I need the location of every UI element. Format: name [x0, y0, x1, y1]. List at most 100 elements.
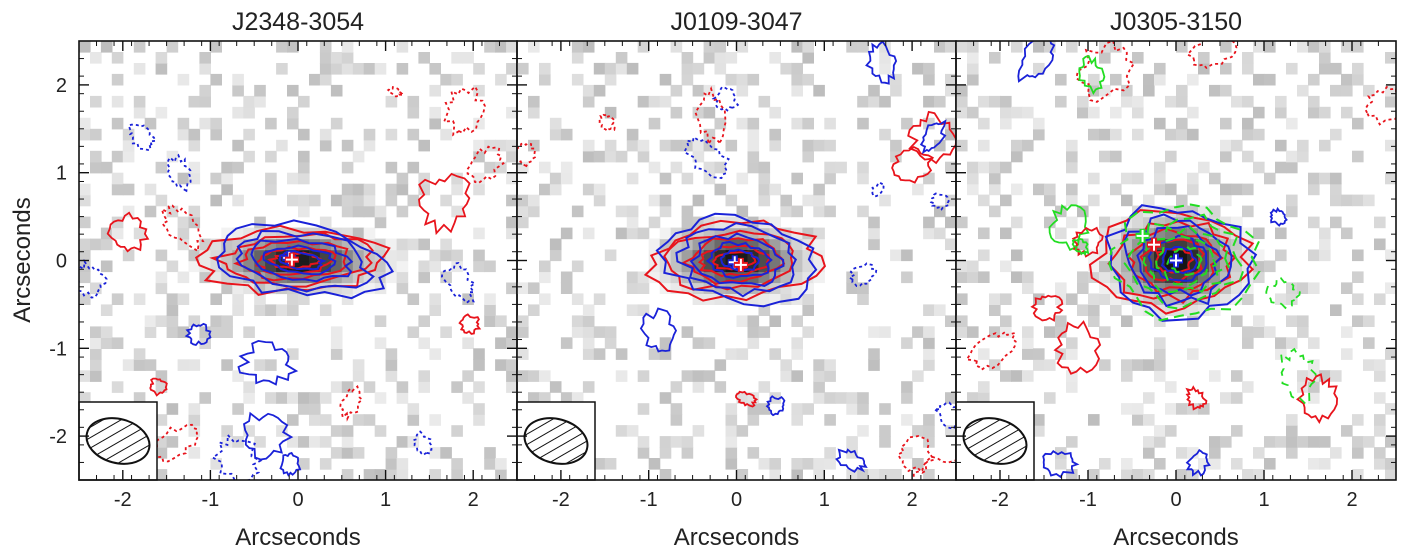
noise-pixel: [199, 260, 211, 273]
noise-pixel: [747, 128, 760, 141]
noise-pixel: [407, 238, 420, 251]
noise-pixel: [1044, 194, 1056, 207]
noise-pixel: [1088, 304, 1100, 316]
noise-pixel: [473, 150, 485, 163]
noise-pixel: [1242, 326, 1254, 338]
noise-pixel: [813, 271, 825, 284]
noise-pixel: [956, 95, 968, 108]
noise-pixel: [648, 348, 661, 360]
contour-line: [216, 219, 395, 300]
noise-pixel: [824, 414, 836, 426]
noise-pixel: [232, 73, 244, 86]
noise-pixel: [232, 227, 244, 240]
noise-pixel: [1374, 447, 1386, 459]
noise-pixel: [1385, 348, 1396, 360]
y-tick-label: 2: [56, 75, 67, 97]
noise-pixel: [418, 337, 430, 349]
noise-pixel: [758, 183, 771, 196]
noise-pixel: [330, 117, 343, 130]
noise-pixel: [758, 161, 771, 174]
noise-pixel: [1187, 271, 1199, 283]
noise-pixel: [1286, 315, 1298, 327]
noise-pixel: [813, 227, 825, 240]
noise-pixel: [232, 304, 244, 316]
noise-pixel: [1352, 315, 1364, 327]
noise-pixel: [1132, 128, 1144, 141]
noise-pixel: [407, 436, 420, 448]
noise-pixel: [615, 205, 628, 218]
noise-pixel: [846, 403, 858, 415]
noise-pixel: [1209, 436, 1221, 448]
noise-pixel: [495, 161, 507, 174]
noise-pixel: [923, 95, 935, 108]
noise-pixel: [659, 348, 672, 360]
noise-pixel: [319, 260, 332, 273]
noise-pixel: [298, 205, 310, 218]
noise-contour: [1042, 450, 1080, 479]
noise-contour: [160, 204, 205, 253]
noise-pixel: [319, 392, 332, 404]
noise-pixel: [956, 139, 968, 152]
noise-pixel: [725, 414, 738, 426]
noise-pixel: [1385, 95, 1396, 108]
noise-pixel: [615, 227, 628, 240]
noise-pixel: [703, 52, 716, 64]
noise-pixel: [791, 337, 803, 349]
noise-pixel: [265, 227, 277, 240]
noise-pixel: [429, 304, 441, 316]
noise-pixel: [287, 392, 299, 404]
noise-pixel: [111, 227, 124, 240]
noise-contour: [339, 384, 364, 422]
noise-pixel: [517, 348, 529, 360]
noise-pixel: [1154, 172, 1166, 185]
noise-pixel: [528, 95, 540, 108]
noise-pixel: [879, 436, 891, 448]
noise-contour: [929, 192, 950, 211]
noise-pixel: [396, 260, 409, 273]
noise-pixel: [571, 315, 584, 327]
noise-pixel: [791, 271, 803, 284]
noise-pixel: [714, 238, 727, 251]
noise-pixel: [506, 41, 517, 53]
noise-pixel: [1088, 194, 1100, 207]
noise-pixel: [1385, 84, 1396, 97]
noise-pixel: [133, 95, 146, 108]
noise-pixel: [385, 238, 398, 251]
position-marker: [1147, 237, 1161, 252]
noise-pixel: [495, 359, 507, 371]
noise-pixel: [725, 194, 738, 207]
x-tick-label: 2: [907, 489, 918, 511]
noise-pixel: [473, 139, 485, 152]
noise-contour: [1265, 276, 1301, 310]
noise-pixel: [1209, 227, 1221, 240]
noise-pixel: [396, 392, 409, 404]
panel-title: J0109-3047: [670, 8, 802, 36]
noise-pixel: [681, 205, 694, 218]
noise-contour: [106, 211, 150, 253]
noise-pixel: [1000, 315, 1012, 327]
noise-pixel: [1231, 260, 1243, 273]
noise-pixel: [956, 271, 968, 283]
noise-pixel: [528, 205, 540, 218]
noise-pixel: [265, 172, 277, 185]
noise-pixel: [670, 139, 683, 152]
noise-pixel: [1220, 293, 1232, 305]
noise-pixel: [736, 348, 749, 360]
noise-pixel: [1286, 205, 1298, 218]
noise-pixel: [582, 183, 595, 196]
noise-pixel: [670, 381, 683, 393]
noise-pixel: [725, 249, 738, 262]
noise-pixel: [989, 161, 1001, 174]
noise-pixel: [703, 128, 716, 141]
noise-contour: [442, 85, 486, 137]
noise-pixel: [923, 216, 935, 229]
noise-pixel: [978, 117, 990, 130]
noise-contour: [458, 313, 482, 335]
noise-pixel: [1033, 414, 1045, 426]
noise-pixel: [1308, 95, 1320, 108]
noise-pixel: [199, 63, 211, 75]
noise-pixel: [407, 161, 420, 174]
noise-pixel: [1077, 95, 1089, 108]
noise-pixel: [692, 106, 705, 119]
noise-pixel: [495, 458, 507, 470]
